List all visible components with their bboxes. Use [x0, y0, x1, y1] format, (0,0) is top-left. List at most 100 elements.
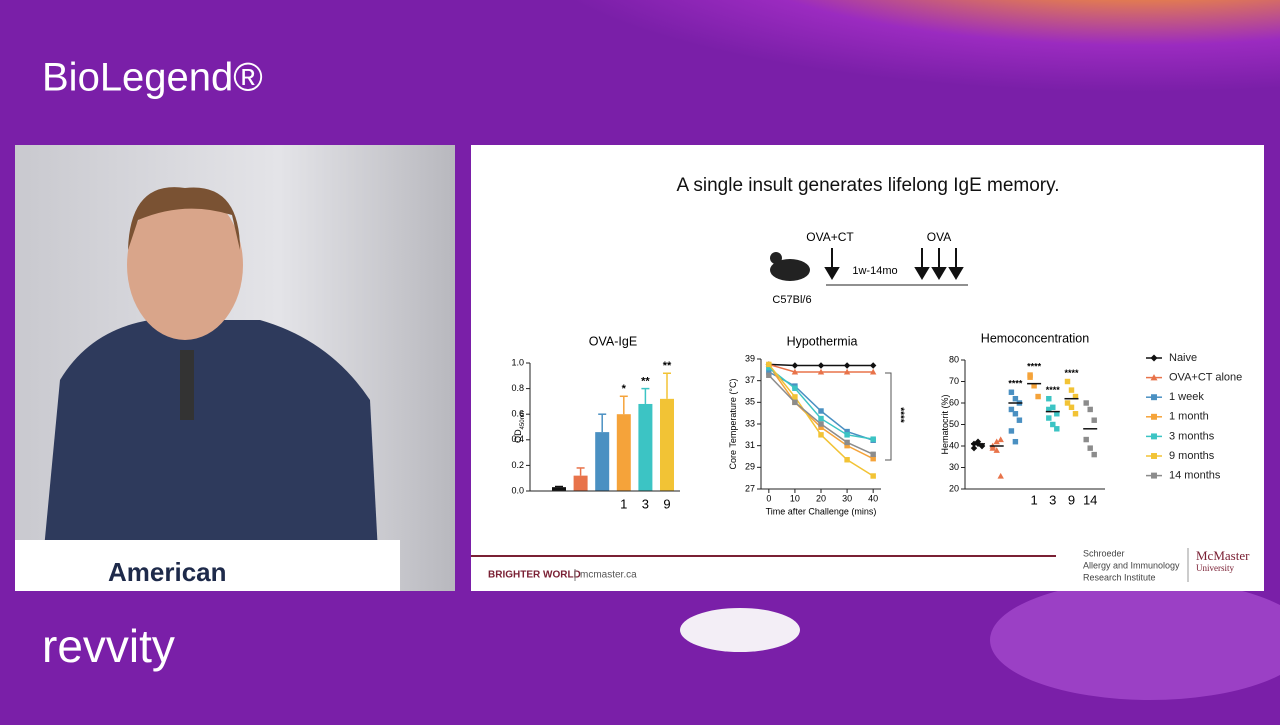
point — [844, 442, 850, 449]
y-tick-label: 40 — [949, 440, 959, 450]
point — [1091, 417, 1097, 423]
institute-line: Schroeder — [1083, 548, 1125, 558]
point — [1008, 428, 1015, 434]
y-axis-label-text: Core Temperature (°C) — [728, 379, 738, 470]
bar — [638, 403, 653, 491]
point — [970, 444, 978, 452]
challenge-arrows — [824, 248, 964, 280]
slide-background — [471, 145, 1264, 591]
significance: **** — [1046, 385, 1061, 395]
chart-title: Hemoconcentration — [981, 331, 1089, 345]
institute-line: Research Institute — [1083, 572, 1156, 582]
y-tick-label: 80 — [949, 354, 959, 364]
point — [791, 362, 799, 369]
y-tick-label: 30 — [949, 462, 959, 472]
x-tick-label: 1 — [1030, 492, 1037, 507]
slide-title: A single insult generates lifelong IgE m… — [676, 175, 1059, 196]
y-tick-label: 33 — [745, 418, 755, 428]
second-challenge: OVA — [927, 230, 951, 244]
point — [792, 385, 798, 391]
y-tick-label: 70 — [949, 376, 959, 386]
point — [989, 444, 996, 451]
legend-marker — [1150, 374, 1158, 381]
y-tick-label: 29 — [745, 462, 755, 472]
point — [844, 439, 850, 446]
point — [870, 473, 876, 479]
significance: * — [622, 383, 627, 395]
point — [766, 364, 772, 371]
y-axis-label-text: Hematocrit (%) — [940, 394, 950, 454]
legend-marker — [1151, 472, 1157, 479]
legend-label: 3 months — [1169, 430, 1215, 442]
y-tick-label: 0.2 — [511, 460, 524, 470]
point — [997, 436, 1004, 443]
legend-marker — [1151, 413, 1157, 420]
chart-title: Hypothermia — [787, 334, 858, 348]
speaker-head — [127, 190, 243, 340]
legend-label: 14 months — [1169, 470, 1221, 482]
point — [869, 368, 877, 375]
x-tick-label: 10 — [790, 493, 800, 503]
point — [993, 438, 1000, 445]
point — [1008, 406, 1015, 413]
y-tick-label: 50 — [949, 419, 959, 429]
y-axis-label-sub: 450nm — [520, 411, 526, 429]
point — [818, 424, 824, 430]
point — [766, 361, 772, 368]
y-tick-label: 39 — [745, 353, 755, 363]
point — [1072, 411, 1079, 417]
point — [818, 421, 824, 427]
point — [843, 368, 851, 375]
y-tick-label: 60 — [949, 397, 959, 407]
point — [1064, 400, 1071, 406]
legend-label: Naive — [1169, 352, 1197, 364]
x-tick-label: 3 — [1049, 492, 1056, 507]
point — [1027, 372, 1033, 378]
point — [766, 369, 772, 375]
point — [1054, 426, 1060, 432]
x-tick-label: 14 — [1083, 492, 1097, 507]
point — [1091, 451, 1097, 458]
bar — [616, 414, 631, 491]
slide: A single insult generates lifelong IgE m… — [471, 145, 1264, 591]
legend-marker — [1151, 433, 1157, 440]
point — [1054, 411, 1060, 417]
point — [844, 432, 850, 438]
x-axis-label: Time after Challenge (mins) — [766, 506, 877, 516]
x-tick-label: 3 — [642, 496, 649, 511]
point — [870, 455, 876, 462]
y-tick-label: 20 — [949, 483, 959, 493]
point — [1035, 393, 1041, 400]
point — [993, 447, 1000, 453]
point — [818, 408, 824, 414]
x-tick-label: 40 — [868, 493, 878, 503]
y-tick-label: 37 — [745, 375, 755, 385]
legend-marker — [1151, 453, 1157, 459]
interval: 1w-14mo — [852, 265, 897, 277]
point — [792, 399, 798, 406]
point — [818, 432, 824, 438]
point — [792, 394, 798, 400]
university-name: McMaster — [1196, 548, 1250, 563]
bar — [660, 398, 674, 491]
point — [766, 372, 772, 378]
point — [1072, 393, 1079, 400]
legend-label: OVA+CT alone — [1169, 372, 1242, 384]
point — [1012, 395, 1019, 402]
point — [869, 362, 877, 369]
podium-text: American — [108, 557, 227, 587]
point — [817, 362, 825, 369]
footer-brand: BRIGHTER WORLD — [488, 570, 581, 581]
background-swirl — [990, 580, 1280, 700]
legend-label: 9 months — [1169, 450, 1215, 462]
point — [1046, 395, 1052, 402]
x-tick-label: 30 — [842, 493, 852, 503]
x-tick-label: 0 — [766, 493, 771, 503]
x-tick-label: 20 — [816, 493, 826, 503]
first-challenge: OVA+CT — [806, 230, 854, 244]
bar — [552, 487, 566, 491]
y-axis-label-text: OD — [513, 429, 523, 443]
point — [1050, 421, 1056, 428]
chart-title: OVA-IgE — [589, 334, 637, 348]
